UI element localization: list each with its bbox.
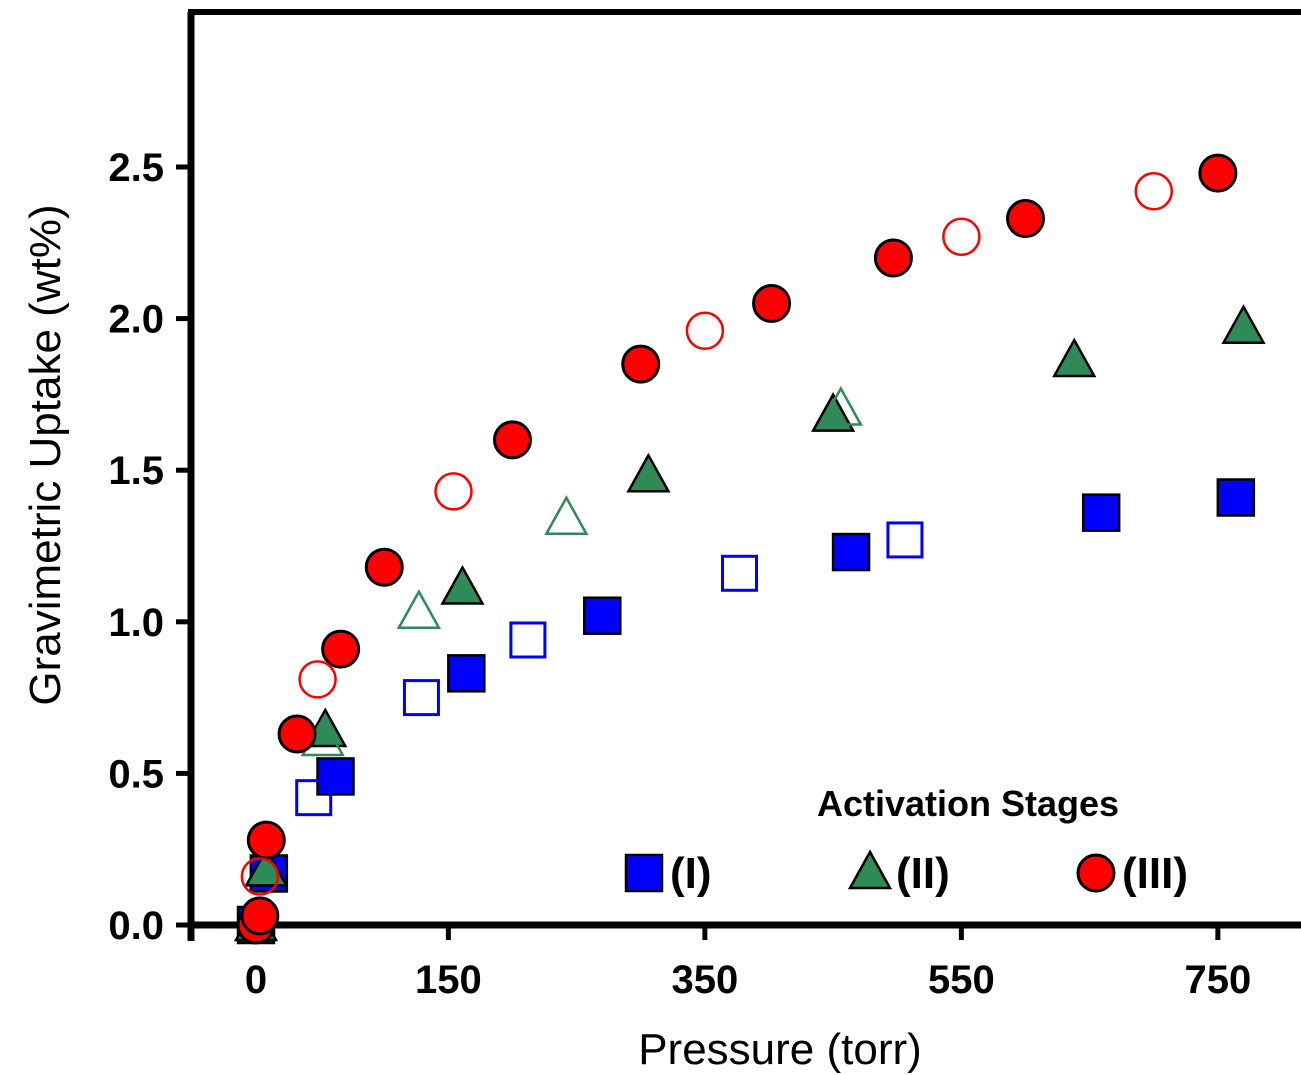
- x-axis-title: Pressure (torr): [638, 1025, 922, 1074]
- filled-square-point: [316, 757, 355, 796]
- axis-ticks: 0 150 350 550 750 0.0 0.5 1.0 1.5 2.0 2.5: [108, 146, 1251, 1002]
- open-square-point: [402, 679, 440, 717]
- filled-triangle-point: [1052, 337, 1097, 378]
- filled-circle-point: [321, 629, 361, 669]
- open-triangle-point: [818, 385, 863, 426]
- open-circle-point: [1134, 172, 1173, 211]
- filled-square-point: [447, 654, 486, 693]
- open-circle-point: [240, 857, 280, 896]
- open-square-point: [721, 554, 759, 592]
- legend-label: (I): [670, 849, 712, 898]
- filled-circle-point: [493, 420, 532, 460]
- x-tick-label: 550: [928, 958, 995, 1002]
- legend-items: (I) (II) (III): [624, 849, 1188, 898]
- y-tick-label: 1.0: [108, 601, 164, 645]
- legend-marker-triangle: [847, 849, 893, 890]
- x-tick-label: 0: [245, 958, 267, 1002]
- open-square-point: [509, 621, 547, 659]
- filled-circle-point: [1006, 199, 1045, 239]
- open-circle-point: [685, 311, 725, 350]
- filled-circle-point: [240, 896, 280, 936]
- filled-square-point: [1216, 478, 1256, 517]
- y-tick-label: 0.5: [108, 752, 164, 796]
- filled-square-point: [1081, 493, 1121, 532]
- open-triangle-point: [396, 589, 442, 629]
- filled-square-point: [583, 596, 622, 635]
- legend-title: Activation Stages: [817, 783, 1119, 824]
- legend-label: (II): [896, 849, 950, 898]
- legend-marker-square: [624, 853, 664, 893]
- open-square-point: [886, 521, 924, 559]
- legend-label: (III): [1122, 849, 1188, 898]
- y-tick-label: 2.5: [108, 146, 164, 190]
- y-tick-label: 2.0: [108, 298, 164, 342]
- x-tick-label: 150: [415, 958, 482, 1002]
- filled-triangle-point: [626, 452, 671, 493]
- filled-triangle-point: [1221, 304, 1266, 344]
- filled-circle-point: [621, 344, 661, 384]
- y-axis-title: Gravimetric Uptake (wt%): [21, 204, 70, 705]
- x-tick-label: 350: [672, 958, 739, 1002]
- filled-circle-point: [873, 238, 913, 278]
- filled-circle-point: [246, 820, 286, 860]
- x-tick-label: 750: [1185, 958, 1252, 1002]
- legend-marker-circle: [1076, 853, 1116, 893]
- filled-circle-point: [752, 283, 792, 323]
- y-tick-label: 0.0: [108, 904, 164, 948]
- filled-square-point: [831, 532, 871, 572]
- open-circle-point: [298, 660, 337, 699]
- legend: Activation Stages (I) (II) (III): [624, 783, 1188, 898]
- open-circle-point: [434, 472, 473, 511]
- open-triangle-point: [544, 495, 589, 535]
- plot-markers: [233, 153, 1266, 945]
- open-circle-point: [942, 217, 981, 256]
- filled-circle-point: [364, 547, 404, 587]
- y-tick-label: 1.5: [108, 449, 164, 493]
- filled-triangle-point: [440, 564, 485, 605]
- filled-circle-point: [277, 714, 317, 754]
- open-square-point: [295, 779, 333, 817]
- filled-circle-point: [1198, 153, 1238, 193]
